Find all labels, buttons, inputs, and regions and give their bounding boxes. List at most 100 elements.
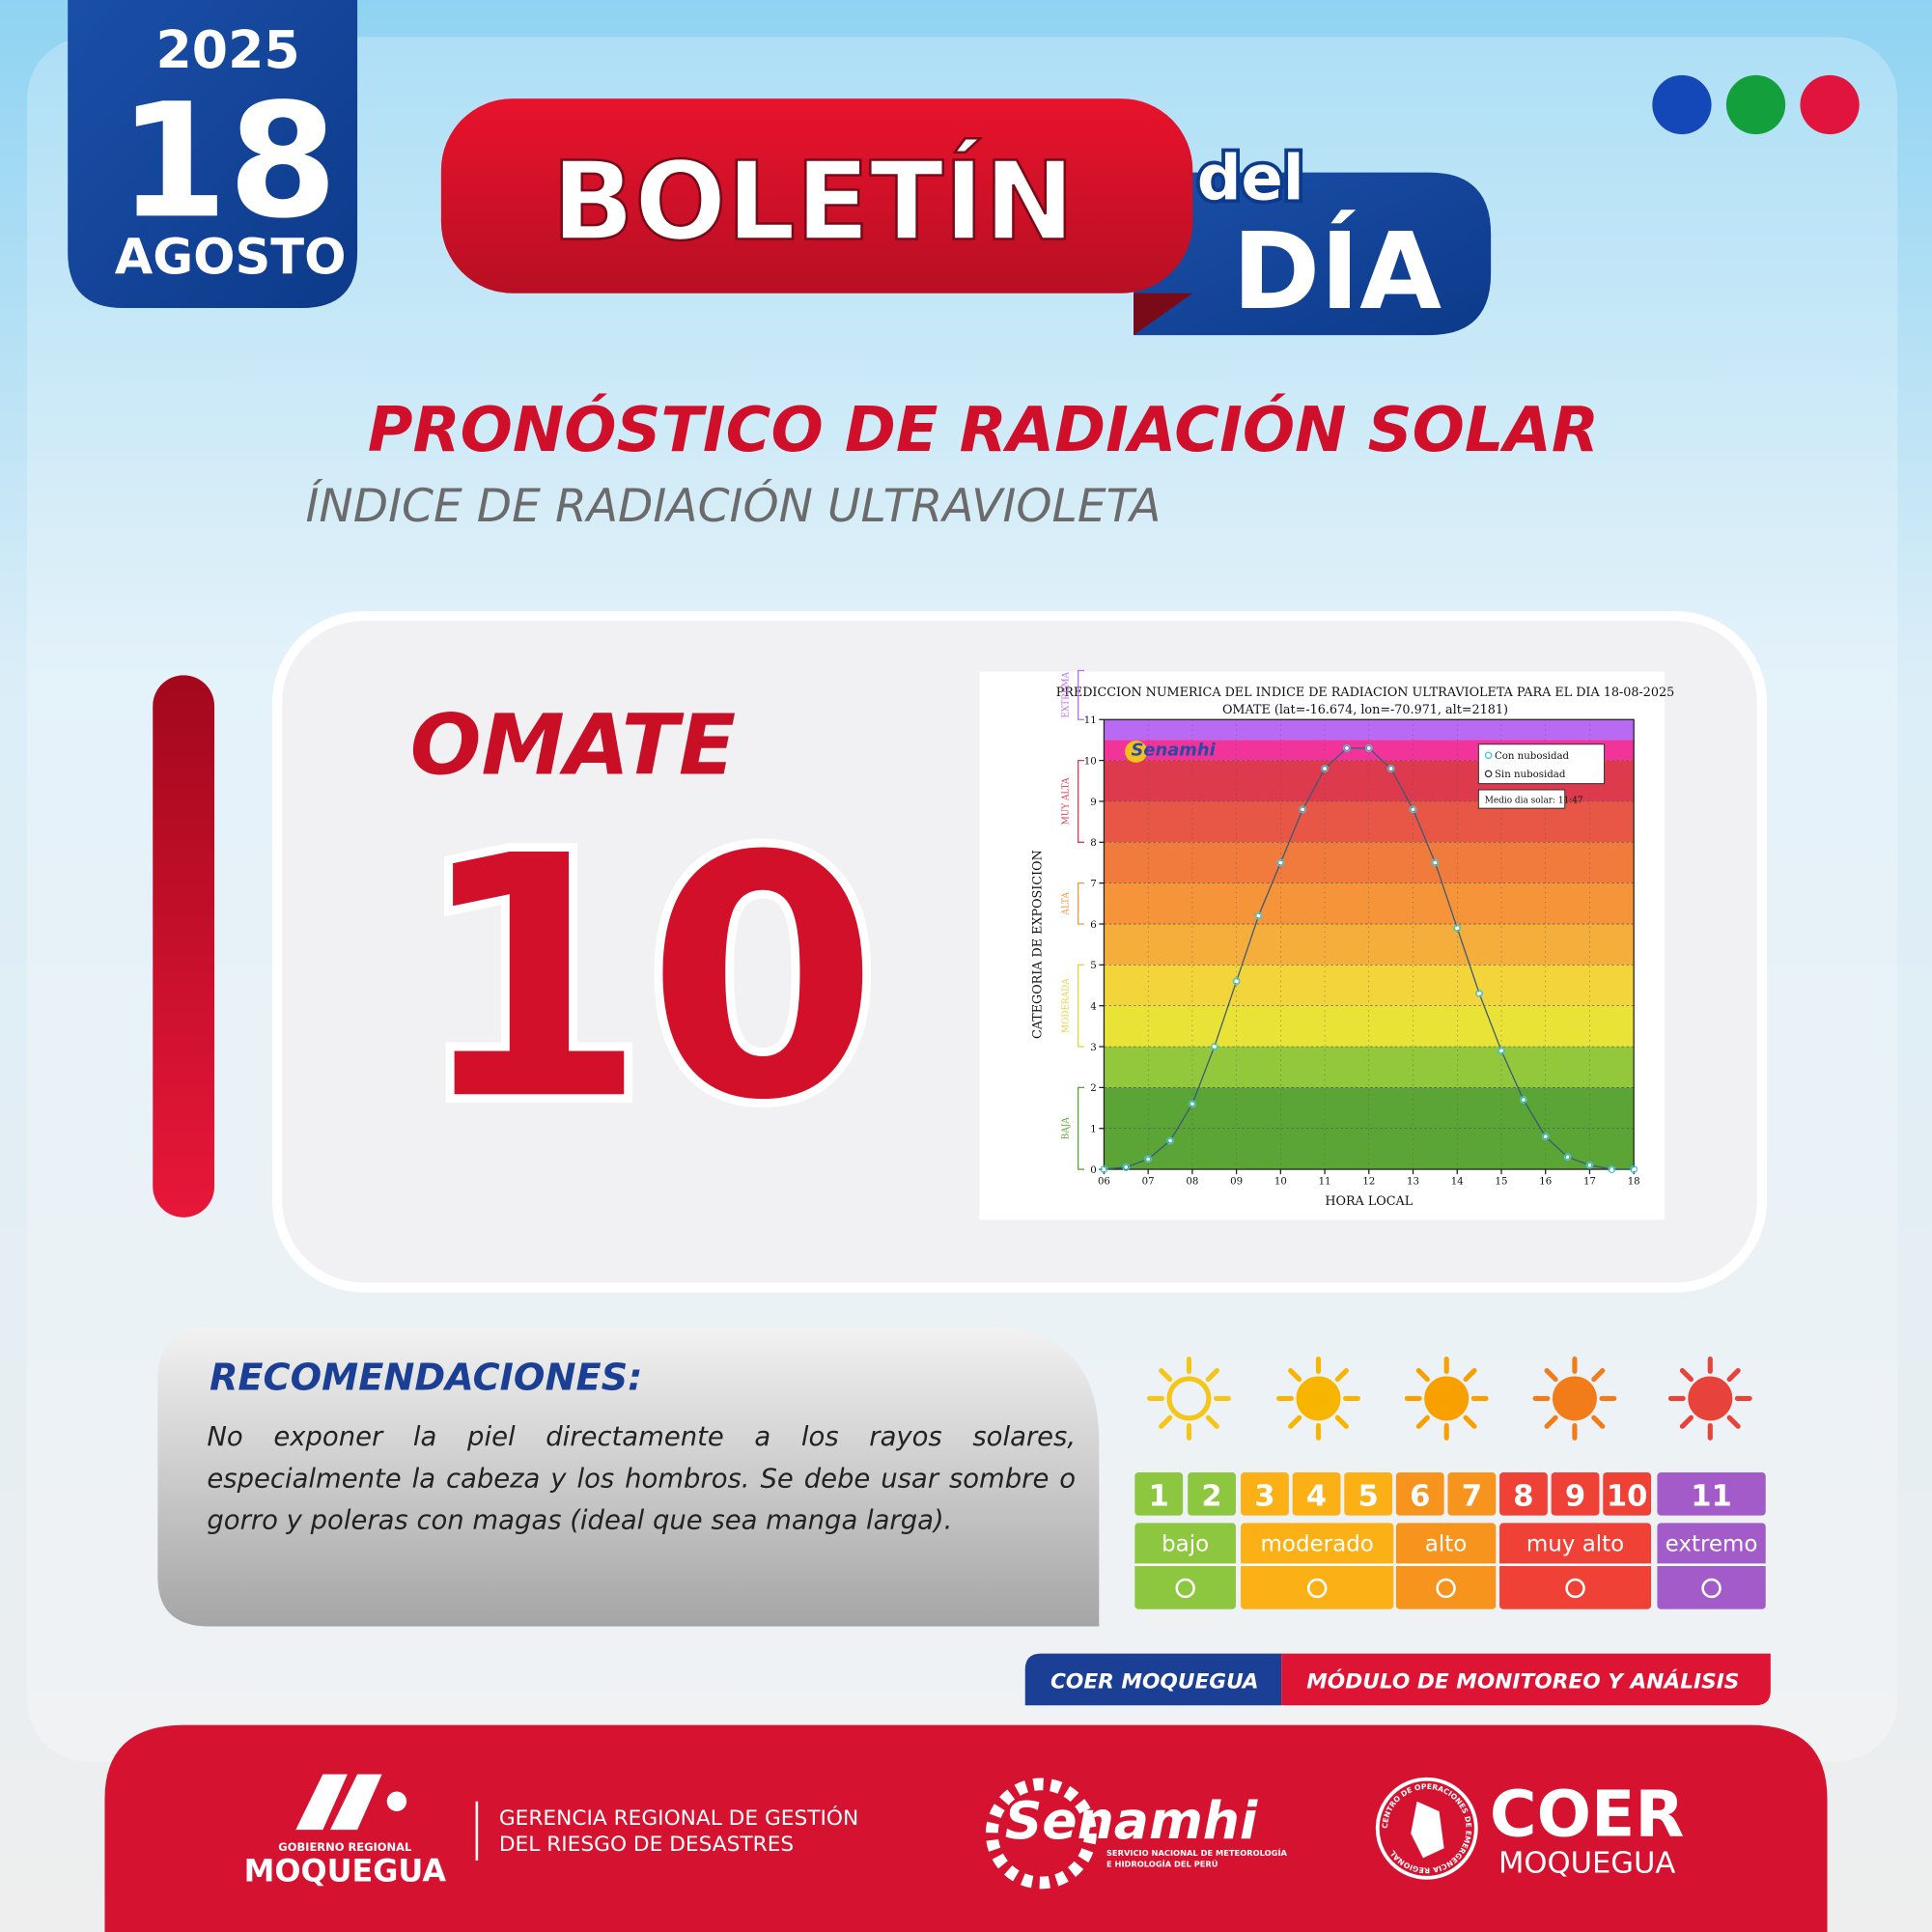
uv-point [1519, 1096, 1527, 1105]
x-tick-label: 14 [1451, 1176, 1464, 1187]
boletin-pill [440, 98, 1193, 294]
uv-point [1543, 1134, 1548, 1139]
sun-ray [1288, 1414, 1302, 1429]
uv-point [1608, 1165, 1616, 1174]
uv-level-box [1134, 1471, 1184, 1516]
uv-point [1254, 911, 1263, 920]
x-tick-label: 10 [1274, 1176, 1287, 1187]
category-bracket [1077, 882, 1085, 925]
uv-group-label: alto [1425, 1532, 1468, 1557]
y-tick-label: 7 [1090, 879, 1096, 889]
uv-point [1321, 765, 1330, 773]
boletin: BOLETÍN [551, 138, 1075, 266]
logo-sun [1125, 740, 1148, 763]
recommendations-text: No exponer la piel directamente a los ra… [207, 1421, 1077, 1537]
uv-group-icon [1701, 1578, 1722, 1599]
recommendations-box [157, 1327, 1100, 1627]
uv-point [1276, 858, 1285, 867]
x-tick-label: 07 [1142, 1176, 1155, 1187]
uv-level-number: 6 [1410, 1479, 1430, 1513]
uv-point [1102, 1167, 1106, 1171]
category-bracket [1077, 1086, 1085, 1170]
uv-point [1388, 767, 1393, 770]
y-tick-label: 5 [1090, 961, 1096, 971]
uv-level-box [1344, 1471, 1393, 1516]
sun-icon [1166, 1376, 1212, 1421]
uv-group-icon [1306, 1578, 1328, 1599]
uv-point [1475, 990, 1484, 997]
uv-point [1232, 977, 1241, 986]
sun-ray [1334, 1414, 1349, 1429]
gob-logo-sun [386, 1791, 407, 1811]
uv-level-box [1292, 1471, 1341, 1516]
location: OMATE [410, 696, 736, 794]
uv-level-box [1241, 1471, 1289, 1516]
coer-map [1411, 1801, 1444, 1859]
uv-point [1453, 924, 1462, 933]
uv-level-number: 1 [1149, 1479, 1169, 1513]
uv-point [1477, 992, 1482, 995]
uv-point [1256, 913, 1261, 918]
sun-ray [1415, 1367, 1430, 1383]
uv-level-number: 7 [1462, 1479, 1482, 1513]
uv-level-number: 2 [1201, 1479, 1221, 1513]
sun-ray [1544, 1414, 1558, 1429]
uv-point [1565, 1155, 1570, 1160]
sun-ray [1159, 1414, 1173, 1429]
y-tick-label: 8 [1090, 838, 1096, 849]
uv-point [1144, 1155, 1153, 1163]
uv-band [1104, 923, 1635, 966]
uv-band [1104, 1047, 1635, 1088]
month: AGOSTO [115, 229, 347, 286]
sun-ray [1463, 1367, 1477, 1383]
uv-point [1630, 1165, 1638, 1174]
sun-icon [1688, 1376, 1733, 1421]
uv-point [1499, 1049, 1503, 1053]
recommendations-heading: RECOMENDACIONES: [210, 1356, 643, 1399]
legend-marker [1484, 751, 1493, 760]
category-label: BAJA [1061, 1117, 1071, 1140]
category-label: ALTA [1061, 891, 1071, 915]
category-label: MUY ALTA [1061, 777, 1071, 825]
date-badge [68, 0, 358, 309]
uv-group-label: extremo [1666, 1532, 1758, 1557]
x-tick-label: 09 [1230, 1176, 1243, 1187]
sun-icon [1552, 1376, 1597, 1421]
y-tick-label: 10 [1084, 756, 1097, 767]
uv-group-label: moderado [1261, 1532, 1374, 1557]
y-tick-label: 9 [1090, 798, 1096, 808]
banner-left [1024, 1653, 1282, 1706]
uv-point [1342, 743, 1351, 752]
uv-point [1234, 979, 1239, 984]
legend-label: Con nubosidad [1495, 751, 1570, 762]
x-tick-label: 12 [1362, 1176, 1375, 1187]
banner-coer: COER MOQUEGUA [1050, 1669, 1259, 1694]
uv-point [1409, 805, 1417, 814]
uv-point [1431, 858, 1440, 867]
uv-level-box [1551, 1471, 1600, 1516]
uv-point [1122, 1162, 1131, 1171]
x-tick-label: 16 [1539, 1176, 1552, 1187]
annotation-box [1477, 789, 1566, 809]
y-tick-label: 2 [1090, 1083, 1096, 1094]
y-tick-label: 0 [1090, 1165, 1096, 1176]
sun-ray [1159, 1367, 1173, 1383]
day: 18 [118, 69, 337, 253]
category-bracket [1077, 964, 1085, 1048]
category-bracket [1077, 669, 1085, 720]
uv-point [1146, 1157, 1151, 1162]
uv-level-number: 5 [1358, 1479, 1379, 1513]
footer [104, 1724, 1828, 1932]
uv-point [1323, 767, 1327, 770]
y-tick-label: 6 [1090, 920, 1096, 931]
sun-icon [1296, 1376, 1341, 1421]
sun-ray [1288, 1367, 1302, 1383]
uv-point [1498, 1047, 1505, 1055]
y-tick-label: 4 [1090, 1002, 1096, 1013]
uv-point [1433, 860, 1438, 865]
uv-point [1386, 765, 1395, 773]
uv-level-number: 3 [1254, 1479, 1274, 1513]
dot-red [1800, 74, 1860, 135]
